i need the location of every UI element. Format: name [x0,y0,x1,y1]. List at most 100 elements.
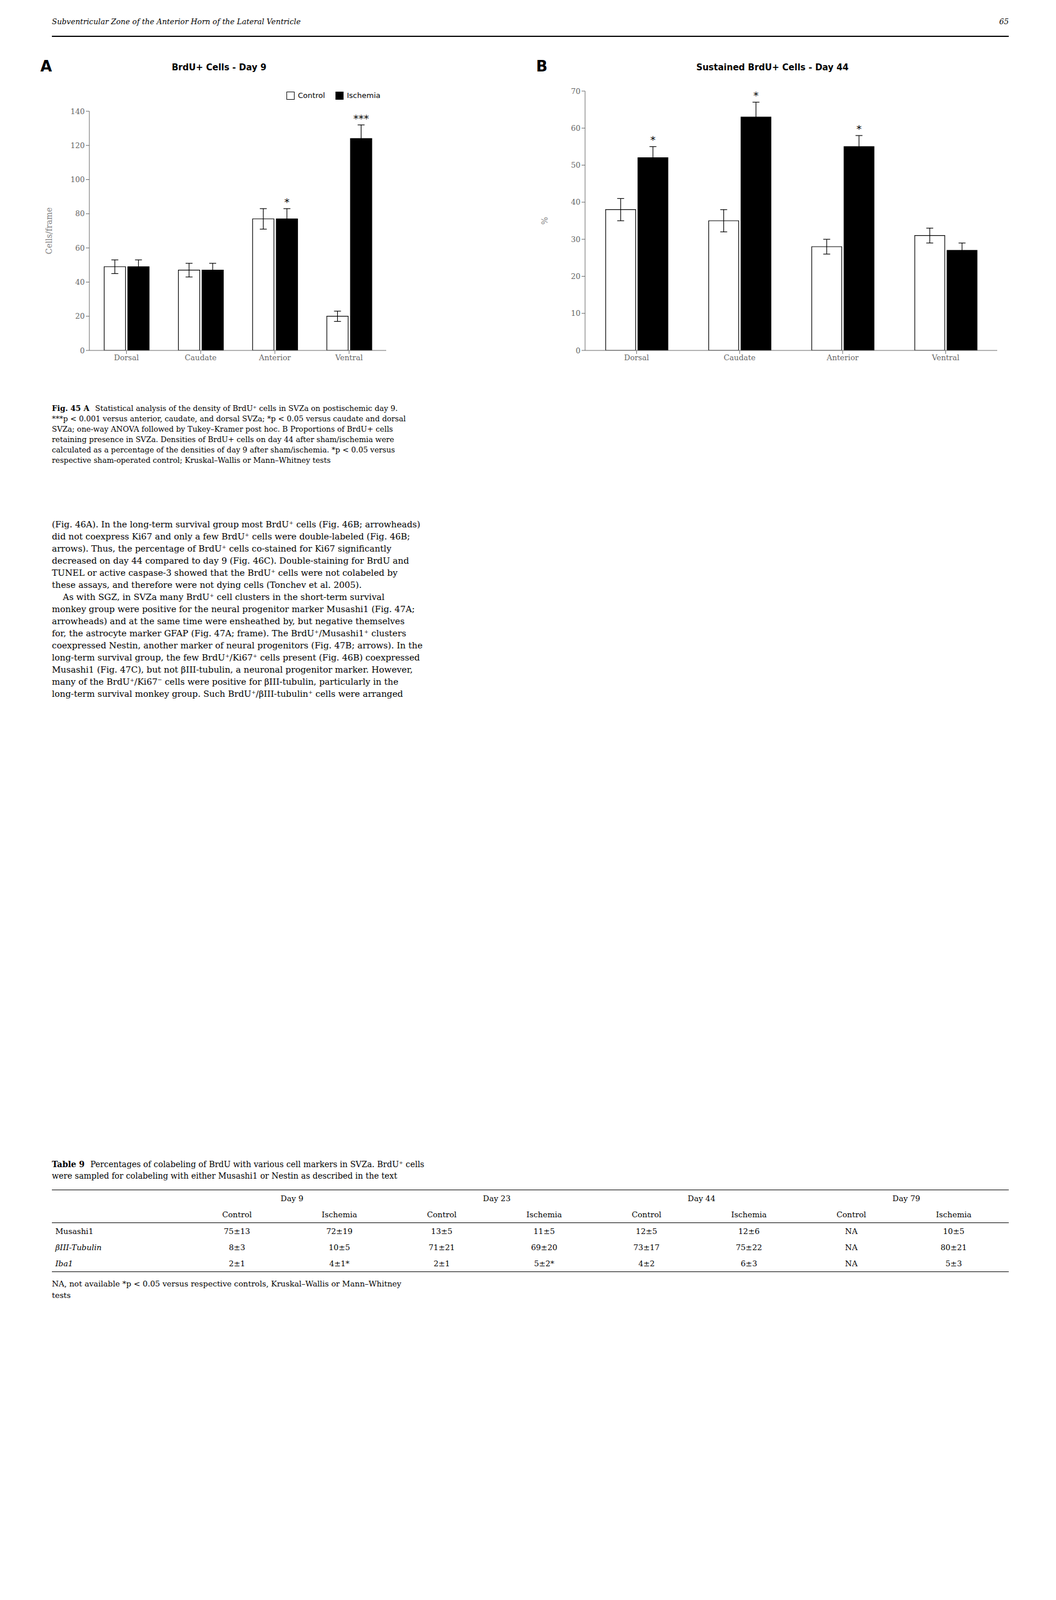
html-text:Ischemia: Ischemia [731,1209,767,1220]
html-text:many of the BrdU⁺/Ki67⁻ cells: many of the BrdU⁺/Ki67⁻ cells were posit… [51,676,399,688]
html-text:these assays, and therefore we: these assays, and therefore were not dyi… [51,579,362,591]
html-text:arrowheads) and at the same ti: arrowheads) and at the same time were en… [51,616,405,627]
html-text:As with SGZ, in SVZa many BrdU: As with SGZ, in SVZa many BrdU⁺ cell clu… [51,591,385,603]
html-text:***p < 0.001 versus anterior,: ***p < 0.001 versus anterior, caudate, a… [51,414,406,424]
html-text:Table 9: Table 9 [51,1159,85,1169]
html-text:73±17: 73±17 [633,1242,660,1252]
html-text:72±19: 72±19 [326,1226,353,1236]
html-text:12±5: 12±5 [635,1226,658,1236]
svg-text:*: * [650,133,656,146]
html-text:11±5: 11±5 [533,1226,555,1236]
html-text:8±3: 8±3 [228,1242,246,1252]
svg-text:0: 0 [80,346,85,356]
html-text:βIII-Tubulin: βIII-Tubulin [55,1242,102,1252]
svg-text:60: 60 [74,243,85,253]
svg-text:10: 10 [570,308,581,318]
html-text:Control: Control [836,1209,867,1220]
html-text:Control: Control [426,1209,457,1220]
svg-text:Ventral: Ventral [931,353,960,362]
html-text:Subventricular Zone of the Ant: Subventricular Zone of the Anterior Horn… [51,17,301,26]
html-text:for, the astrocyte marker GFAP: for, the astrocyte marker GFAP (Fig. 47A… [51,628,407,639]
svg-text:Dorsal: Dorsal [114,353,139,362]
svg-text:60: 60 [570,123,581,133]
svg-text:Anterior: Anterior [258,353,292,362]
svg-text:100: 100 [70,175,85,184]
svg-text:Caudate: Caudate [723,353,756,362]
html-text:Percentages of colabeling of B: Percentages of colabeling of BrdU with v… [90,1159,425,1169]
html-text:4±2: 4±2 [638,1258,655,1269]
svg-text:20: 20 [74,311,85,321]
html-text:Control: Control [631,1209,662,1220]
html-text:did not coexpress Ki67 and onl: did not coexpress Ki67 and only a few Br… [51,531,411,542]
html-text:10±5: 10±5 [328,1242,351,1252]
svg-text:40: 40 [74,277,85,287]
html-text:Sustained BrdU+ Cells - Day 44: Sustained BrdU+ Cells - Day 44 [696,62,849,73]
html-text:71±21: 71±21 [428,1242,455,1252]
html-text:TUNEL or active caspase-3 show: TUNEL or active caspase-3 showed that th… [51,567,398,579]
svg-text:Cells/frame: Cells/frame [44,207,54,255]
html-text:5±2*: 5±2* [533,1258,555,1269]
html-text:Day 79: Day 79 [892,1193,921,1203]
svg-text:30: 30 [570,235,581,244]
html-text:coexpressed Nestin, another ma: coexpressed Nestin, another marker of ne… [51,640,423,651]
svg-text:***: *** [353,112,369,125]
html-text:NA, not available *p < 0.05 ve: NA, not available *p < 0.05 versus respe… [51,1279,402,1289]
svg-text:70: 70 [570,87,581,96]
html-text:Day 9: Day 9 [280,1193,304,1203]
html-text:Control: Control [222,1209,252,1220]
html-text:BrdU+ Cells - Day 9: BrdU+ Cells - Day 9 [171,62,267,73]
html-text:13±5: 13±5 [431,1226,453,1236]
svg-text:Caudate: Caudate [185,353,217,362]
html-text:80±21: 80±21 [940,1242,967,1252]
html-text:5±3: 5±3 [945,1258,962,1269]
html-text:4±1*: 4±1* [329,1258,350,1269]
html-text:(Fig. 46A). In the long-term s: (Fig. 46A). In the long-term survival gr… [51,519,421,530]
html-text:6±3: 6±3 [740,1258,758,1269]
html-text:A: A [40,57,52,75]
html-text:10±5: 10±5 [943,1226,965,1236]
html-text:Ischemia: Ischemia [935,1209,972,1220]
html-text:B: B [536,57,548,75]
html-text:12±6: 12±6 [738,1226,760,1236]
html-text:Musashi1 (Fig. 47C), but not β: Musashi1 (Fig. 47C), but not βIII-tubuli… [51,664,413,675]
html-text:Ischemia: Ischemia [526,1209,562,1220]
html-text:Iba1: Iba1 [55,1258,73,1269]
svg-text:%: % [540,216,550,225]
html-text:SVZa; one-way ANOVA followed b: SVZa; one-way ANOVA followed by Tukey–Kr… [51,424,394,434]
svg-text:50: 50 [570,160,581,170]
svg-text:Anterior: Anterior [826,353,859,362]
svg-text:0: 0 [575,346,581,356]
svg-text:*: * [284,195,290,209]
html-text:were sampled for colabeling wi: were sampled for colabeling with either … [51,1171,398,1181]
html-text:NA: NA [845,1258,858,1269]
html-text:long-term survival group, the: long-term survival group, the few BrdU⁺/… [51,652,420,663]
html-text:arrows). Thus, the percentage: arrows). Thus, the percentage of BrdU⁺ c… [51,543,392,554]
html-text:Day 23: Day 23 [482,1193,511,1203]
html-text:69±20: 69±20 [530,1242,558,1252]
html-text:tests: tests [51,1290,71,1300]
html-text:2±1: 2±1 [433,1258,450,1269]
html-text:monkey group were positive for: monkey group were positive for the neura… [51,604,415,615]
svg-text:20: 20 [570,272,581,281]
html-text:respective sham-operated contr: respective sham-operated control; Kruska… [51,455,331,465]
svg-text:140: 140 [70,107,85,116]
svg-text:*: * [856,122,862,135]
html-text:decreased on day 44 compared t: decreased on day 44 compared to day 9 (F… [51,555,410,567]
svg-text:Dorsal: Dorsal [624,353,650,362]
svg-text:40: 40 [570,197,581,207]
html-text:Day 44: Day 44 [687,1193,716,1203]
html-text:Musashi1: Musashi1 [55,1226,94,1236]
html-text:NA: NA [845,1242,858,1252]
html-text:75±22: 75±22 [735,1242,763,1252]
html-text:65: 65 [999,17,1009,26]
html-text:calculated as a percentage of: calculated as a percentage of the densit… [51,445,396,455]
html-text:long-term survival monkey grou: long-term survival monkey group. Such Br… [51,688,404,700]
html-text:2±1: 2±1 [228,1258,246,1269]
svg-text:80: 80 [74,209,85,218]
html-text:75±13: 75±13 [223,1226,251,1236]
html-text:NA: NA [845,1226,858,1236]
svg-text:Ventral: Ventral [334,353,364,362]
svg-text:120: 120 [70,141,85,150]
html-text:Ischemia: Ischemia [321,1209,358,1220]
svg-text:*: * [753,89,759,102]
